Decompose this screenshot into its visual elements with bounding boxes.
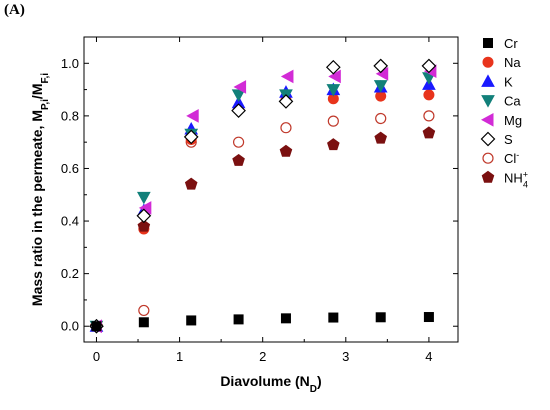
x-tick-label: 4 <box>425 349 432 364</box>
legend-label: Ca <box>504 94 521 109</box>
data-point <box>279 144 293 157</box>
data-point <box>422 126 436 139</box>
y-axis-label: Mass ratio in the permeate, MP,i/MF,i <box>29 73 51 306</box>
data-point <box>373 80 388 93</box>
legend-marker <box>481 74 495 87</box>
legend-item: K <box>481 74 513 89</box>
data-point <box>91 321 102 332</box>
data-point <box>375 312 386 323</box>
data-point <box>423 110 435 122</box>
data-point <box>138 304 150 317</box>
data-point <box>138 317 149 328</box>
legend-item: NH+ 4 <box>481 169 528 189</box>
x-tick-label: 0 <box>93 349 100 364</box>
legend-label: S <box>504 132 513 147</box>
data-point <box>137 219 151 232</box>
data-point <box>423 89 435 101</box>
x-tick-label: 3 <box>342 349 349 364</box>
legend-marker <box>481 95 495 108</box>
legend-marker <box>480 112 494 127</box>
y-tick-label: 0.0 <box>61 319 79 334</box>
y-tick-label: 1.0 <box>61 56 79 71</box>
legend-item: Cl- <box>482 150 519 166</box>
y-tick-label: 0.6 <box>61 161 79 176</box>
panel-label: (A) <box>4 2 25 18</box>
data-point <box>278 94 294 109</box>
y-tick-label: 0.4 <box>61 214 79 229</box>
series-cr <box>91 312 434 332</box>
tick-marks <box>84 37 458 342</box>
data-point <box>183 129 199 145</box>
legend-item: Cr <box>483 36 518 51</box>
legend-marker <box>483 38 493 48</box>
data-point <box>421 58 437 74</box>
legend-item: Ca <box>481 94 521 109</box>
series-nh4 <box>90 126 436 332</box>
data-points <box>89 58 437 334</box>
legend-marker <box>482 152 494 164</box>
legend-label: Cl- <box>504 150 519 166</box>
data-point <box>327 115 339 127</box>
data-point <box>136 208 152 224</box>
data-point <box>374 131 387 144</box>
data-point <box>327 138 340 151</box>
data-point <box>186 315 197 326</box>
y-tick-label: 0.8 <box>61 108 79 123</box>
legend-label: Cr <box>504 36 518 51</box>
data-point <box>280 313 291 324</box>
data-point <box>232 136 245 148</box>
series-k <box>89 77 436 332</box>
legend-item: Na <box>482 55 521 70</box>
data-point <box>325 59 341 75</box>
series-cl <box>90 110 435 332</box>
data-point <box>328 312 339 323</box>
legend-label: K <box>504 74 513 89</box>
data-point <box>136 191 151 205</box>
series-ca <box>89 72 436 334</box>
legend-marker <box>482 56 494 68</box>
data-point <box>184 177 198 190</box>
legend: Cr Na K Ca Mg S Cl- NH+ 4 <box>480 36 528 189</box>
legend-marker <box>480 131 496 147</box>
legend-item: Mg <box>480 112 522 128</box>
data-point <box>373 58 389 74</box>
data-point <box>233 314 244 325</box>
data-point <box>280 122 292 134</box>
data-point <box>231 89 246 102</box>
legend-marker <box>481 170 495 183</box>
data-point <box>232 153 245 166</box>
x-tick-label: 2 <box>259 349 266 364</box>
data-point <box>280 69 294 84</box>
legend-label: Mg <box>504 113 522 128</box>
legend-label: NH+ 4 <box>504 169 528 189</box>
axes <box>83 36 459 343</box>
data-point <box>375 112 387 125</box>
legend-label: Na <box>504 55 521 70</box>
y-tick-label: 0.2 <box>61 266 79 281</box>
tick-labels: 0 1 2 3 4 0.0 0.2 0.4 0.6 0.8 1.0 <box>61 56 433 364</box>
data-point <box>233 80 247 94</box>
plot-frame <box>83 36 459 343</box>
data-point <box>328 69 341 84</box>
data-point <box>231 103 246 118</box>
data-point <box>326 84 341 97</box>
x-tick-label: 1 <box>176 349 183 364</box>
legend-item: S <box>480 131 513 147</box>
data-point <box>423 312 434 323</box>
x-axis-label: Diavolume (ND) <box>220 373 321 395</box>
data-point <box>186 109 199 123</box>
